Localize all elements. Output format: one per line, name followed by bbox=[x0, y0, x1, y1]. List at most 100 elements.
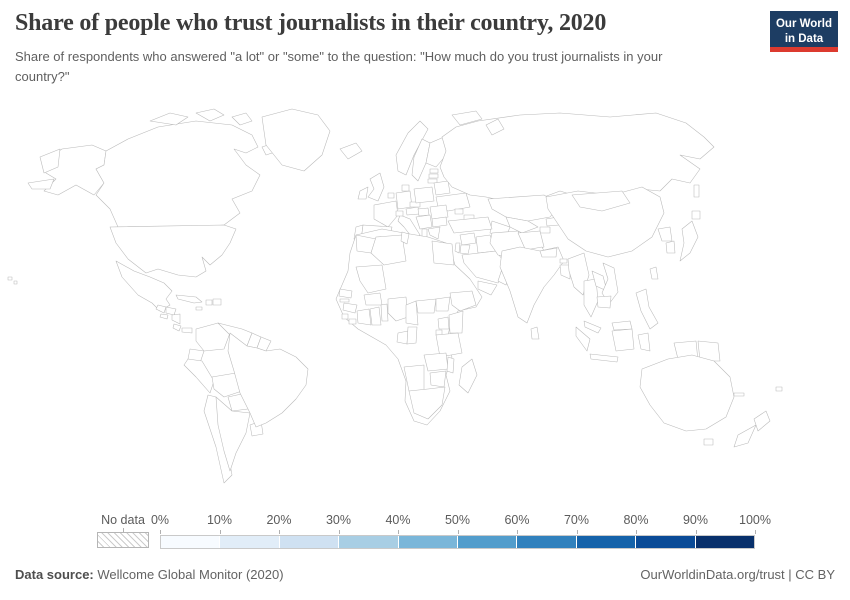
country-nigeria[interactable] bbox=[387, 296, 409, 322]
country-mali[interactable] bbox=[355, 264, 387, 294]
country-australia-tasmania[interactable] bbox=[703, 438, 714, 446]
country-russia-wrap-fragment[interactable] bbox=[27, 148, 61, 190]
country-fiji[interactable] bbox=[775, 386, 783, 392]
country-switzerland[interactable] bbox=[395, 210, 404, 217]
country-jamaica[interactable] bbox=[195, 306, 203, 311]
owid-logo[interactable]: Our World in Data bbox=[770, 11, 838, 52]
country-taiwan[interactable] bbox=[649, 266, 659, 280]
country-egypt[interactable] bbox=[431, 240, 455, 266]
legend-colorbar[interactable] bbox=[160, 535, 755, 549]
country-congo[interactable] bbox=[406, 326, 418, 345]
country-afghanistan[interactable] bbox=[517, 230, 545, 252]
country-denmark[interactable] bbox=[401, 184, 410, 192]
country-cote-divoire[interactable] bbox=[356, 308, 372, 326]
country-germany[interactable] bbox=[395, 190, 413, 210]
legend-color-bin[interactable] bbox=[695, 536, 755, 548]
country-peru[interactable] bbox=[183, 358, 215, 394]
country-haiti[interactable] bbox=[205, 299, 213, 306]
country-cambodia[interactable] bbox=[596, 295, 612, 309]
country-dominican-republic[interactable] bbox=[212, 298, 222, 306]
country-belarus[interactable] bbox=[433, 180, 451, 196]
country-serbia[interactable] bbox=[415, 214, 433, 230]
country-guatemala[interactable] bbox=[155, 304, 167, 314]
country-bhutan[interactable] bbox=[559, 258, 568, 264]
country-moldova[interactable] bbox=[454, 208, 464, 215]
country-mexico[interactable] bbox=[115, 260, 173, 312]
country-austria[interactable] bbox=[405, 206, 420, 216]
country-russia-sakhalin[interactable] bbox=[693, 184, 700, 198]
country-new-zealand[interactable] bbox=[733, 410, 771, 448]
country-india[interactable] bbox=[499, 246, 565, 324]
country-russia-novaya-zemlya[interactable] bbox=[485, 118, 505, 136]
country-malawi[interactable] bbox=[446, 356, 455, 374]
country-senegal[interactable] bbox=[338, 288, 353, 299]
country-argentina[interactable] bbox=[215, 396, 251, 472]
legend-color-bin[interactable] bbox=[576, 536, 637, 548]
legend-color-bin[interactable] bbox=[220, 536, 280, 548]
country-sri-lanka[interactable] bbox=[530, 326, 540, 340]
country-united-kingdom[interactable] bbox=[367, 172, 385, 202]
country-hungary[interactable] bbox=[417, 207, 430, 217]
legend-color-bin[interactable] bbox=[398, 536, 459, 548]
country-yemen[interactable] bbox=[477, 280, 498, 296]
country-albania[interactable] bbox=[421, 228, 428, 238]
country-turkey[interactable] bbox=[447, 216, 493, 234]
legend-color-bin[interactable] bbox=[636, 536, 696, 548]
region-svalbard[interactable] bbox=[451, 110, 483, 126]
country-papua-new-guinea[interactable] bbox=[697, 340, 721, 362]
country-ethiopia[interactable] bbox=[449, 290, 477, 312]
country-south-sudan[interactable] bbox=[435, 296, 451, 312]
owid-attribution-link[interactable]: OurWorldinData.org/trust | CC BY bbox=[640, 567, 835, 582]
country-panama[interactable] bbox=[181, 327, 193, 334]
legend-color-bin[interactable] bbox=[517, 536, 577, 548]
country-cameroon[interactable] bbox=[405, 300, 419, 326]
legend-no-data-swatch[interactable] bbox=[97, 532, 149, 548]
country-uganda[interactable] bbox=[437, 316, 450, 330]
country-north-korea[interactable] bbox=[657, 226, 673, 242]
country-netherlands[interactable] bbox=[387, 192, 395, 199]
country-ghana[interactable] bbox=[369, 306, 382, 326]
country-canada[interactable] bbox=[95, 120, 261, 228]
country-nepal[interactable] bbox=[539, 247, 558, 258]
country-estonia[interactable] bbox=[429, 168, 439, 174]
country-ireland[interactable] bbox=[357, 186, 369, 200]
country-south-korea[interactable] bbox=[665, 240, 676, 254]
legend-color-bin[interactable] bbox=[161, 536, 221, 548]
country-liberia[interactable] bbox=[348, 318, 357, 325]
country-indonesia[interactable] bbox=[575, 326, 699, 363]
legend-color-bin[interactable] bbox=[339, 536, 399, 548]
country-algeria[interactable] bbox=[370, 234, 407, 266]
country-new-caledonia[interactable] bbox=[733, 392, 745, 397]
country-tunisia[interactable] bbox=[400, 231, 410, 245]
country-sierra-leone[interactable] bbox=[341, 313, 349, 320]
country-honduras[interactable] bbox=[165, 306, 177, 316]
country-finland[interactable] bbox=[425, 136, 449, 168]
country-australia[interactable] bbox=[639, 354, 735, 432]
country-bolivia[interactable] bbox=[211, 372, 243, 398]
country-tajikistan[interactable] bbox=[539, 226, 551, 234]
country-gambia[interactable] bbox=[339, 298, 350, 303]
country-poland[interactable] bbox=[413, 186, 435, 204]
country-madagascar[interactable] bbox=[458, 358, 478, 394]
country-mongolia[interactable] bbox=[571, 190, 631, 212]
legend-no-data[interactable]: No data bbox=[97, 513, 149, 548]
country-syria[interactable] bbox=[459, 232, 477, 246]
country-united-states[interactable] bbox=[109, 224, 237, 278]
country-israel[interactable] bbox=[454, 242, 461, 254]
legend-color-bin[interactable] bbox=[458, 536, 518, 548]
country-guinea[interactable] bbox=[342, 302, 358, 314]
country-central-african-republic[interactable] bbox=[415, 298, 437, 314]
country-united-states-hawaii[interactable] bbox=[7, 276, 18, 285]
country-iceland[interactable] bbox=[339, 142, 363, 160]
country-zambia[interactable] bbox=[423, 352, 449, 372]
country-philippines[interactable] bbox=[635, 288, 659, 330]
legend-color-bin[interactable] bbox=[279, 536, 340, 548]
country-greenland[interactable] bbox=[261, 108, 331, 172]
country-bangladesh[interactable] bbox=[559, 264, 571, 280]
country-el-salvador[interactable] bbox=[159, 313, 169, 320]
country-bulgaria[interactable] bbox=[431, 216, 448, 228]
country-united-states-alaska[interactable] bbox=[43, 144, 107, 196]
country-tanzania[interactable] bbox=[435, 332, 463, 358]
country-canada-islands[interactable] bbox=[149, 108, 279, 156]
country-burkina-faso[interactable] bbox=[363, 292, 383, 306]
